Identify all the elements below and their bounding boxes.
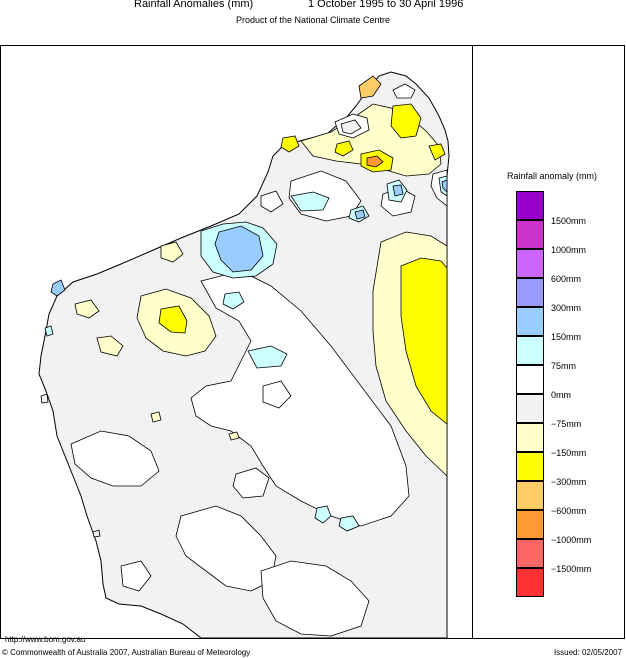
zone-yellow-kimberley-5 xyxy=(334,140,354,157)
legend-swatch-9 xyxy=(516,452,544,481)
legend-swatch-4 xyxy=(516,307,544,336)
zone-blue-pilbara xyxy=(214,225,264,273)
legend-divider xyxy=(472,45,473,639)
zone-yellow-east xyxy=(400,257,448,425)
footer-url[interactable]: http://www.bom.gov.au xyxy=(5,635,86,644)
zone-white-west xyxy=(70,430,160,487)
legend-label-13: −1500mm xyxy=(551,564,592,574)
zone-light-cyan-4 xyxy=(314,505,332,524)
zone-blue-coast-1 xyxy=(50,279,66,297)
legend-swatch-5 xyxy=(516,336,544,365)
zone-yellow-central xyxy=(158,305,188,334)
zone-pale-yellow-west xyxy=(74,299,100,319)
zone-pale-yellow-small xyxy=(96,335,124,357)
legend-label-9: −150mm xyxy=(551,448,587,458)
island-1 xyxy=(40,393,49,404)
zone-yellow-kimberley-4 xyxy=(428,143,446,161)
legend-swatch-0 xyxy=(516,191,544,220)
legend-swatch-8 xyxy=(516,423,544,452)
legend-label-8: −75mm xyxy=(551,419,582,429)
zone-white-small3 xyxy=(262,380,292,409)
legend-title: Rainfall anomaly (mm) xyxy=(506,171,598,181)
legend-swatch-11 xyxy=(516,510,544,539)
zone-yellow-kimberley-1 xyxy=(390,103,422,139)
zone-white-south xyxy=(260,560,370,637)
legend-label-12: −1000mm xyxy=(551,535,592,545)
copyright-text: © Commonwealth of Australia 2007, Austra… xyxy=(2,648,251,657)
legend-label-1: 1500mm xyxy=(551,216,587,226)
legend-label-3: 600mm xyxy=(551,274,582,284)
legend-label-10: −300mm xyxy=(551,477,587,487)
zone-white-small1 xyxy=(232,467,270,499)
zone-blue-kimberley-2 xyxy=(441,179,448,193)
zone-white-central xyxy=(190,270,410,527)
zone-light-cyan-1 xyxy=(290,191,330,212)
map-title: Rainfall Anomalies (mm) 1 October 1995 t… xyxy=(0,0,626,14)
legend-swatch-6 xyxy=(516,365,544,394)
zone-white-kimberley-2 xyxy=(392,83,416,99)
rainfall-anomaly-map xyxy=(38,71,450,638)
zone-blue-kimberley-1 xyxy=(392,184,404,197)
zone-light-cyan-coast-2 xyxy=(44,325,54,337)
zone-yellow-kimberley-3 xyxy=(280,135,300,153)
zone-pale-yellow-small-2 xyxy=(150,411,162,423)
zone-white-southwest xyxy=(175,505,277,592)
zone-orange-kimberley xyxy=(366,155,384,168)
subtitle-text: Product of the National Climate Centre xyxy=(235,15,391,25)
legend-swatch-1 xyxy=(516,220,544,249)
zone-blue-kimberley-3 xyxy=(354,209,366,220)
zone-grey-kimberley-1 xyxy=(340,119,362,135)
legend-label-11: −600mm xyxy=(551,506,587,516)
legend-swatch-10 xyxy=(516,481,544,510)
zone-light-orange-kimberley xyxy=(358,75,382,99)
zone-light-cyan-3 xyxy=(247,345,288,369)
zone-white-kimberley-5 xyxy=(260,190,284,213)
legend-swatch-12 xyxy=(516,539,544,568)
legend-label-2: 1000mm xyxy=(551,245,587,255)
legend-label-7: 0mm xyxy=(551,390,571,400)
zone-light-cyan-2 xyxy=(222,291,245,310)
island-2 xyxy=(92,529,101,538)
legend-swatch-7 xyxy=(516,394,544,423)
map-frame xyxy=(0,45,625,639)
legend-swatch-3 xyxy=(516,278,544,307)
zone-light-cyan-5 xyxy=(338,515,360,532)
legend-label-4: 300mm xyxy=(551,303,582,313)
legend-swatch-2 xyxy=(516,249,544,278)
legend-label-5: 150mm xyxy=(551,332,582,342)
legend-swatch-13 xyxy=(516,568,544,597)
title-text: Rainfall Anomalies (mm) xyxy=(134,0,254,10)
period-text: 1 October 1995 to 30 April 1996 xyxy=(308,0,464,10)
legend-label-6: 75mm xyxy=(551,361,577,371)
zone-white-small2 xyxy=(120,560,152,592)
zone-pale-yellow-small-3 xyxy=(228,431,240,441)
issued-date: Issued: 02/05/2007 xyxy=(553,648,622,657)
zone-pale-yellow-north xyxy=(160,241,184,263)
